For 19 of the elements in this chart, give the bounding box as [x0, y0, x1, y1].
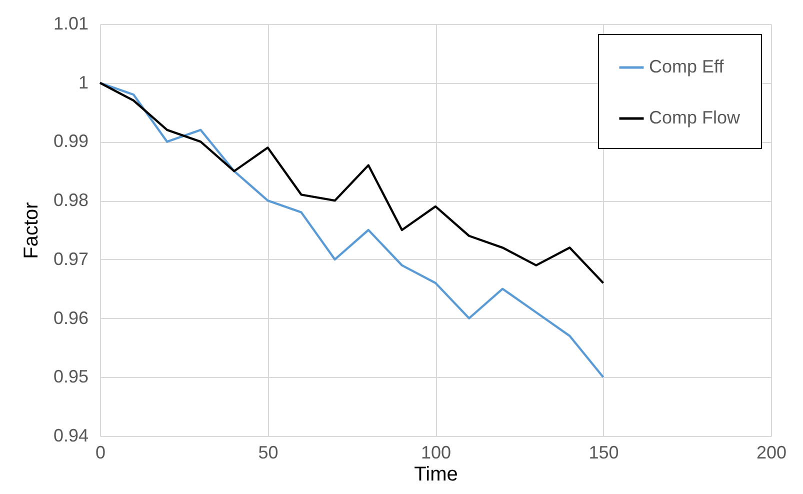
line-series — [98, 82, 604, 378]
y-tick-label: 0.94 — [53, 426, 88, 446]
y-tick-label: 0.99 — [53, 131, 88, 152]
legend-label: Comp Flow — [649, 108, 742, 128]
y-tick-label: 1.01 — [53, 14, 88, 34]
y-tick-label: 0.97 — [53, 248, 88, 269]
line-series — [98, 82, 604, 284]
legend-label: Comp Eff — [649, 56, 725, 76]
x-tick-label: 100 — [420, 442, 452, 462]
x-tick-label: 50 — [258, 442, 278, 462]
y-tick-label: 0.96 — [53, 308, 88, 328]
y-tick-label: 1 — [78, 72, 88, 92]
y-axis-title: Factor — [20, 202, 42, 259]
x-tick-label: 0 — [95, 442, 106, 462]
x-tick-label: 200 — [756, 442, 787, 462]
x-axis-title: Time — [414, 464, 458, 486]
y-tick-label: 0.95 — [53, 366, 88, 387]
x-tick-label: 150 — [588, 442, 619, 462]
y-tick-label: 0.98 — [53, 190, 88, 210]
